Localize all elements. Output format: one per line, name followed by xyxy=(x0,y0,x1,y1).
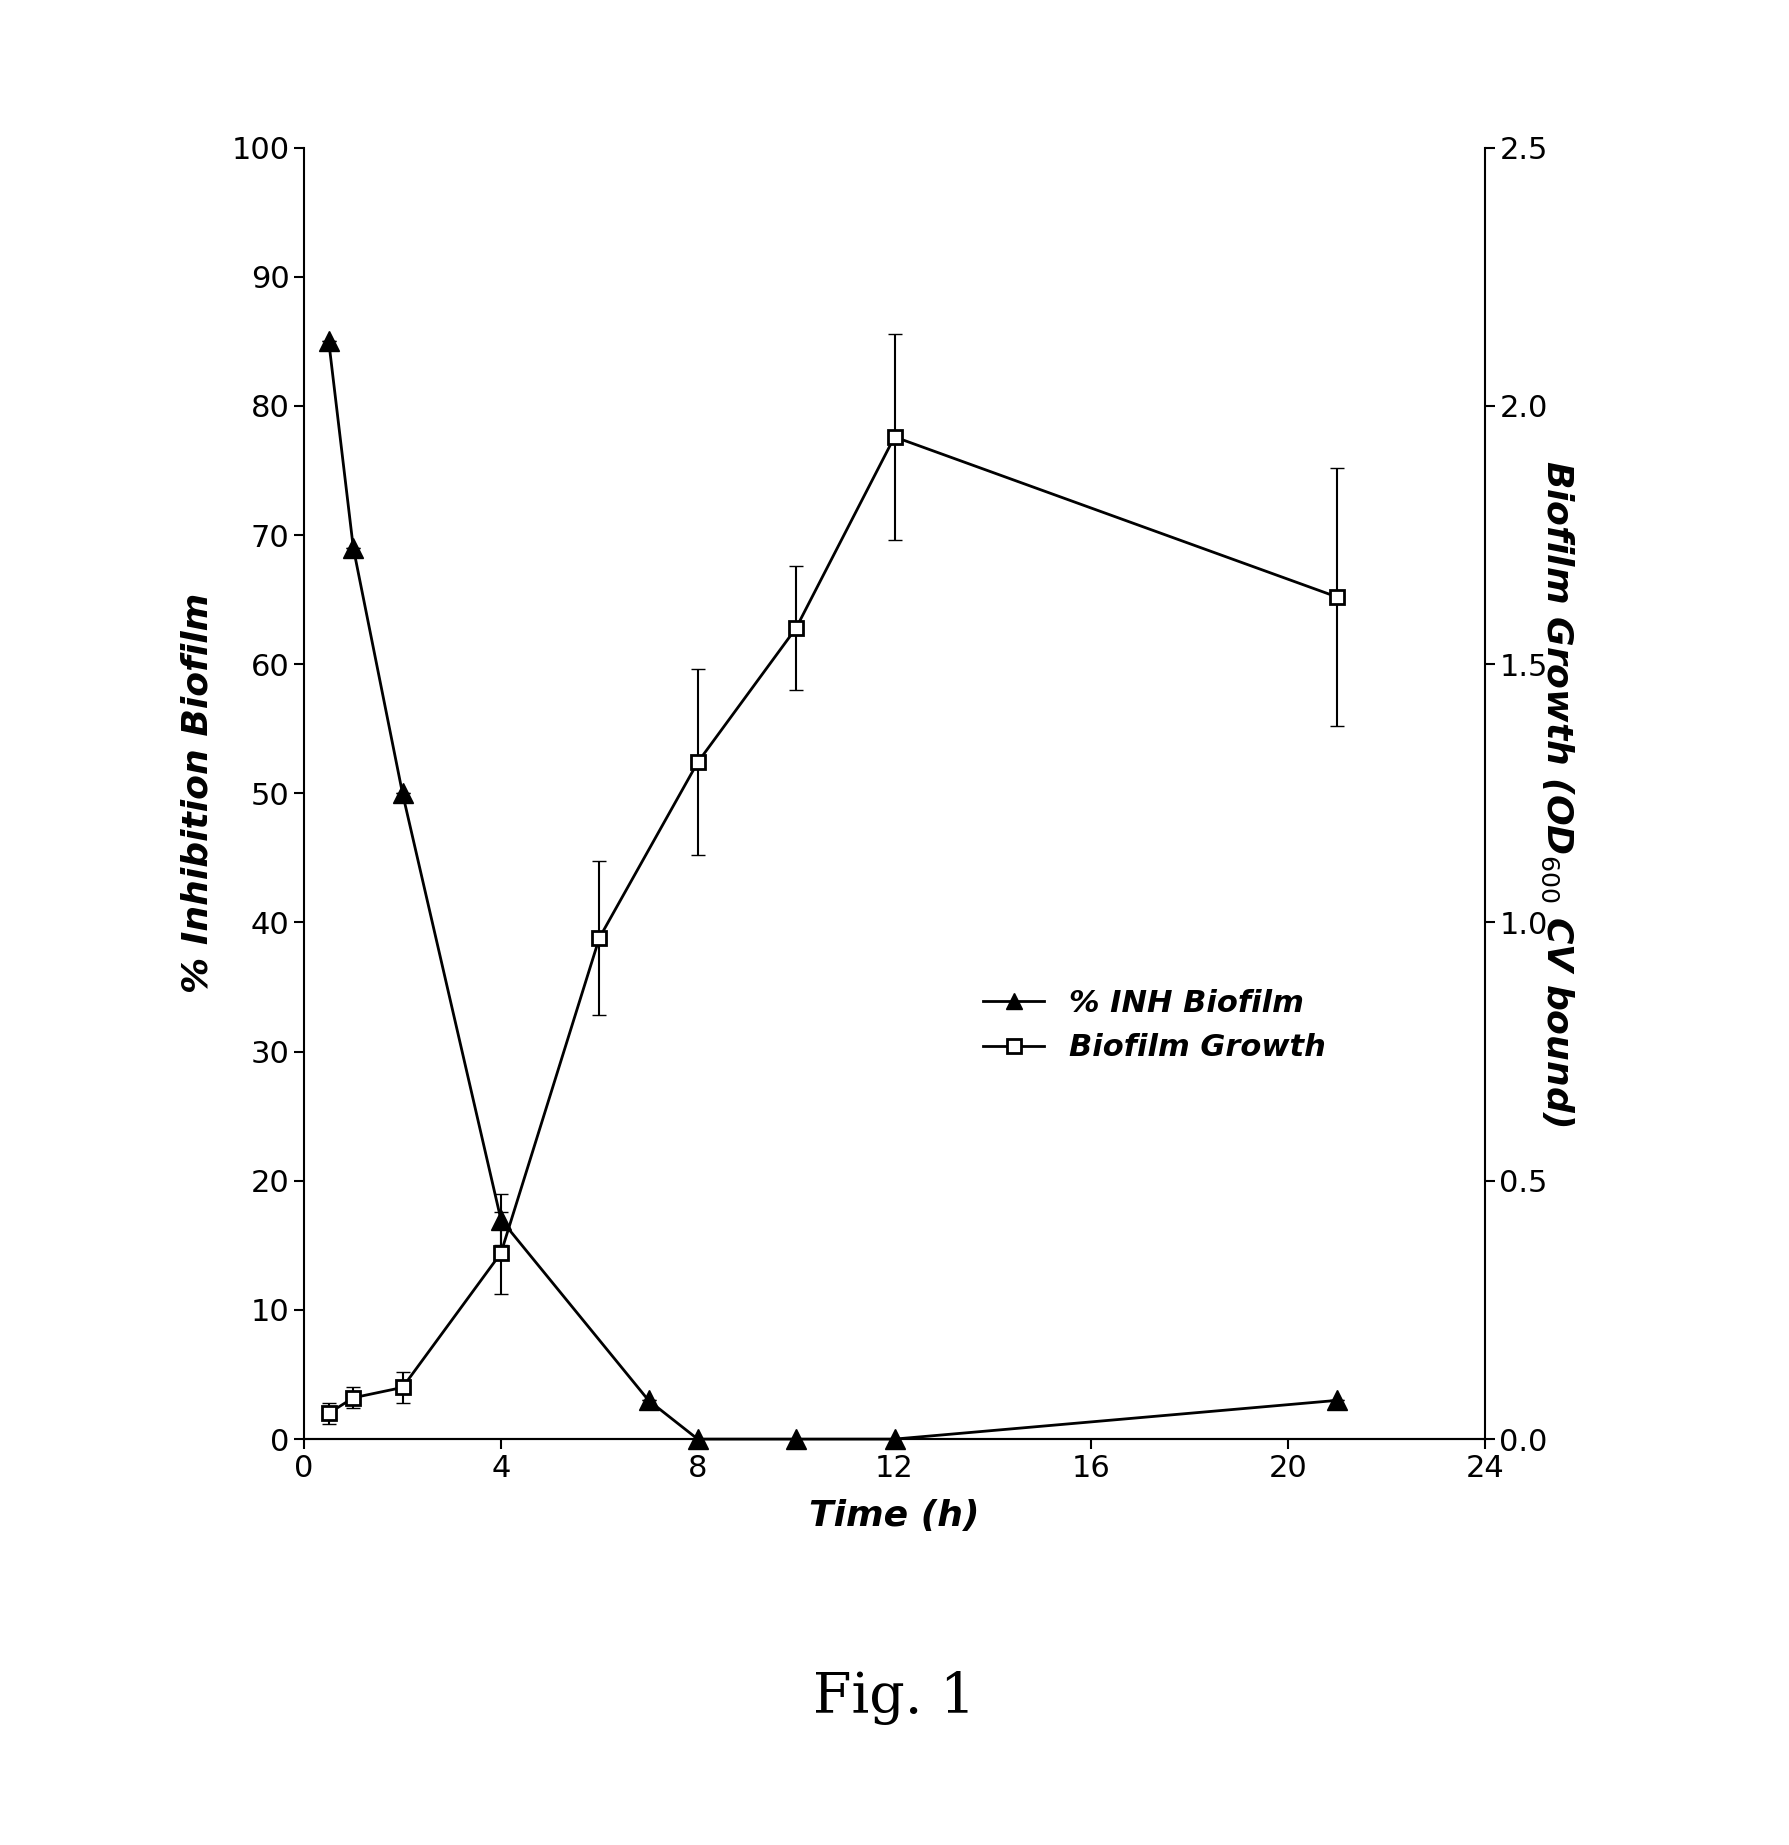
Legend: % INH Biofilm, Biofilm Growth: % INH Biofilm, Biofilm Growth xyxy=(971,978,1338,1074)
Biofilm Growth xyxy=(392,1376,413,1399)
% INH Biofilm xyxy=(392,782,413,804)
Biofilm Growth xyxy=(589,926,610,948)
Y-axis label: % Inhibition Biofilm: % Inhibition Biofilm xyxy=(181,594,215,993)
% INH Biofilm xyxy=(687,1428,708,1450)
% INH Biofilm xyxy=(884,1428,905,1450)
Biofilm Growth xyxy=(1327,587,1349,609)
% INH Biofilm xyxy=(318,330,340,352)
Biofilm Growth xyxy=(343,1387,365,1410)
Biofilm Growth xyxy=(785,616,807,638)
% INH Biofilm xyxy=(1327,1389,1349,1411)
% INH Biofilm xyxy=(343,537,365,559)
X-axis label: Time (h): Time (h) xyxy=(809,1500,980,1533)
Line: Biofilm Growth: Biofilm Growth xyxy=(322,430,1344,1421)
% INH Biofilm xyxy=(490,1208,512,1231)
Y-axis label: Biofilm Growth (OD$_{600}$ CV bound): Biofilm Growth (OD$_{600}$ CV bound) xyxy=(1539,459,1576,1127)
Line: % INH Biofilm: % INH Biofilm xyxy=(318,332,1347,1448)
Biofilm Growth xyxy=(490,1242,512,1264)
Biofilm Growth xyxy=(318,1402,340,1424)
Text: Fig. 1: Fig. 1 xyxy=(814,1670,975,1725)
Biofilm Growth xyxy=(687,751,708,773)
Biofilm Growth xyxy=(884,426,905,448)
% INH Biofilm xyxy=(785,1428,807,1450)
% INH Biofilm xyxy=(639,1389,660,1411)
